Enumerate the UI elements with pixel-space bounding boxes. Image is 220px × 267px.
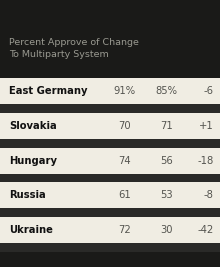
- Bar: [0, 209, 220, 217]
- Text: 91%: 91%: [113, 86, 135, 96]
- Text: 71: 71: [160, 121, 172, 131]
- Text: 72: 72: [118, 225, 131, 235]
- Text: Ukraine: Ukraine: [9, 225, 53, 235]
- Bar: [0, 78, 220, 104]
- Text: Russia: Russia: [9, 190, 46, 201]
- Text: -18: -18: [197, 156, 213, 166]
- Bar: [0, 113, 220, 139]
- Text: -8: -8: [204, 190, 213, 201]
- Bar: [0, 104, 220, 113]
- Text: Slovakia: Slovakia: [9, 121, 57, 131]
- Text: -42: -42: [197, 225, 213, 235]
- Text: 61: 61: [118, 190, 131, 201]
- Text: 85%: 85%: [155, 86, 177, 96]
- Text: 53: 53: [160, 190, 172, 201]
- Text: 74: 74: [118, 156, 131, 166]
- Text: 70: 70: [118, 121, 131, 131]
- Text: Percent Approve of Change
To Multiparty System: Percent Approve of Change To Multiparty …: [9, 38, 139, 59]
- Bar: [0, 174, 220, 182]
- Text: +1: +1: [199, 121, 213, 131]
- Text: Hungary: Hungary: [9, 156, 57, 166]
- Text: 56: 56: [160, 156, 172, 166]
- Bar: [0, 139, 220, 148]
- Text: East Germany: East Germany: [9, 86, 87, 96]
- Text: 30: 30: [160, 225, 172, 235]
- Bar: [0, 182, 220, 209]
- Bar: [0, 243, 220, 252]
- Bar: [0, 148, 220, 174]
- Bar: [0, 217, 220, 243]
- Text: -6: -6: [204, 86, 213, 96]
